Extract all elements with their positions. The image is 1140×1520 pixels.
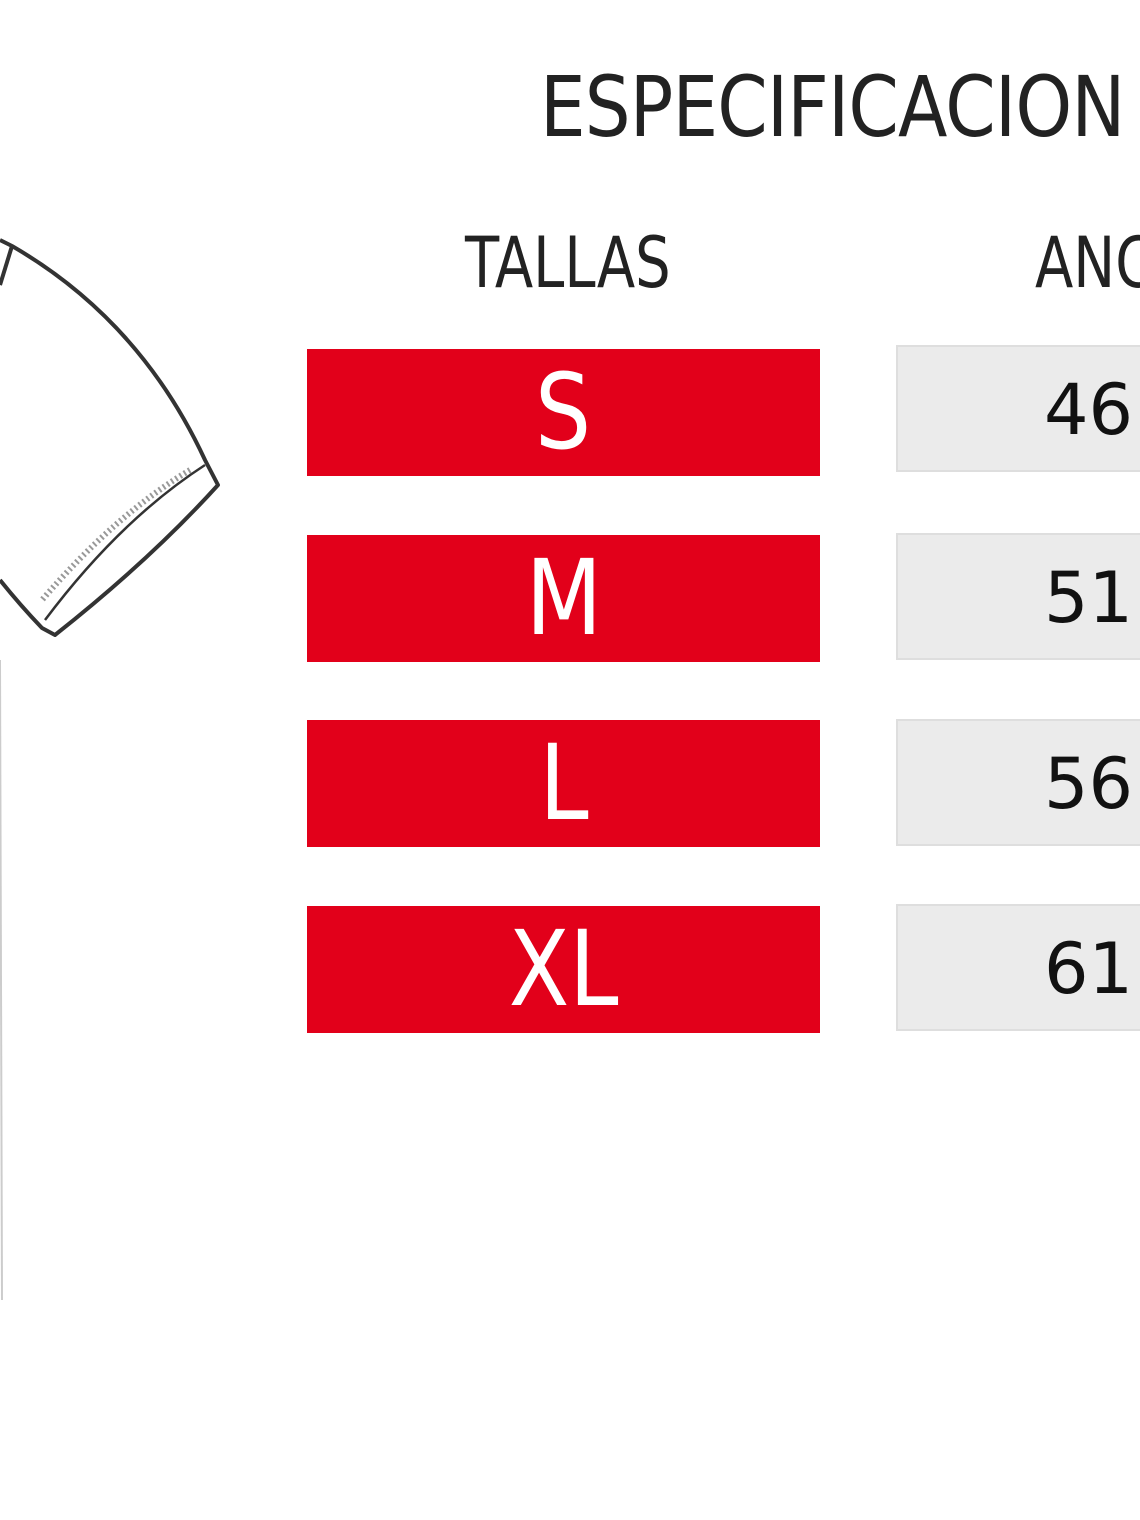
size-label-m: M	[307, 535, 820, 662]
width-column-header: ANC	[1035, 222, 1140, 304]
width-value-s: 46	[896, 345, 1140, 472]
garment-sleeve-drawing	[0, 238, 220, 1301]
size-text: S	[535, 351, 592, 473]
page-title: ESPECIFICACION	[540, 58, 1125, 156]
size-label-xl: XL	[307, 906, 820, 1033]
size-text: XL	[508, 908, 619, 1030]
width-value-m: 51	[896, 533, 1140, 660]
width-value-xl: 61	[896, 904, 1140, 1031]
size-text: L	[538, 722, 589, 844]
sizes-column-header: TALLAS	[465, 222, 671, 304]
size-text: M	[525, 537, 602, 659]
size-label-s: S	[307, 349, 820, 476]
width-value-l: 56	[896, 719, 1140, 846]
size-label-l: L	[307, 720, 820, 847]
